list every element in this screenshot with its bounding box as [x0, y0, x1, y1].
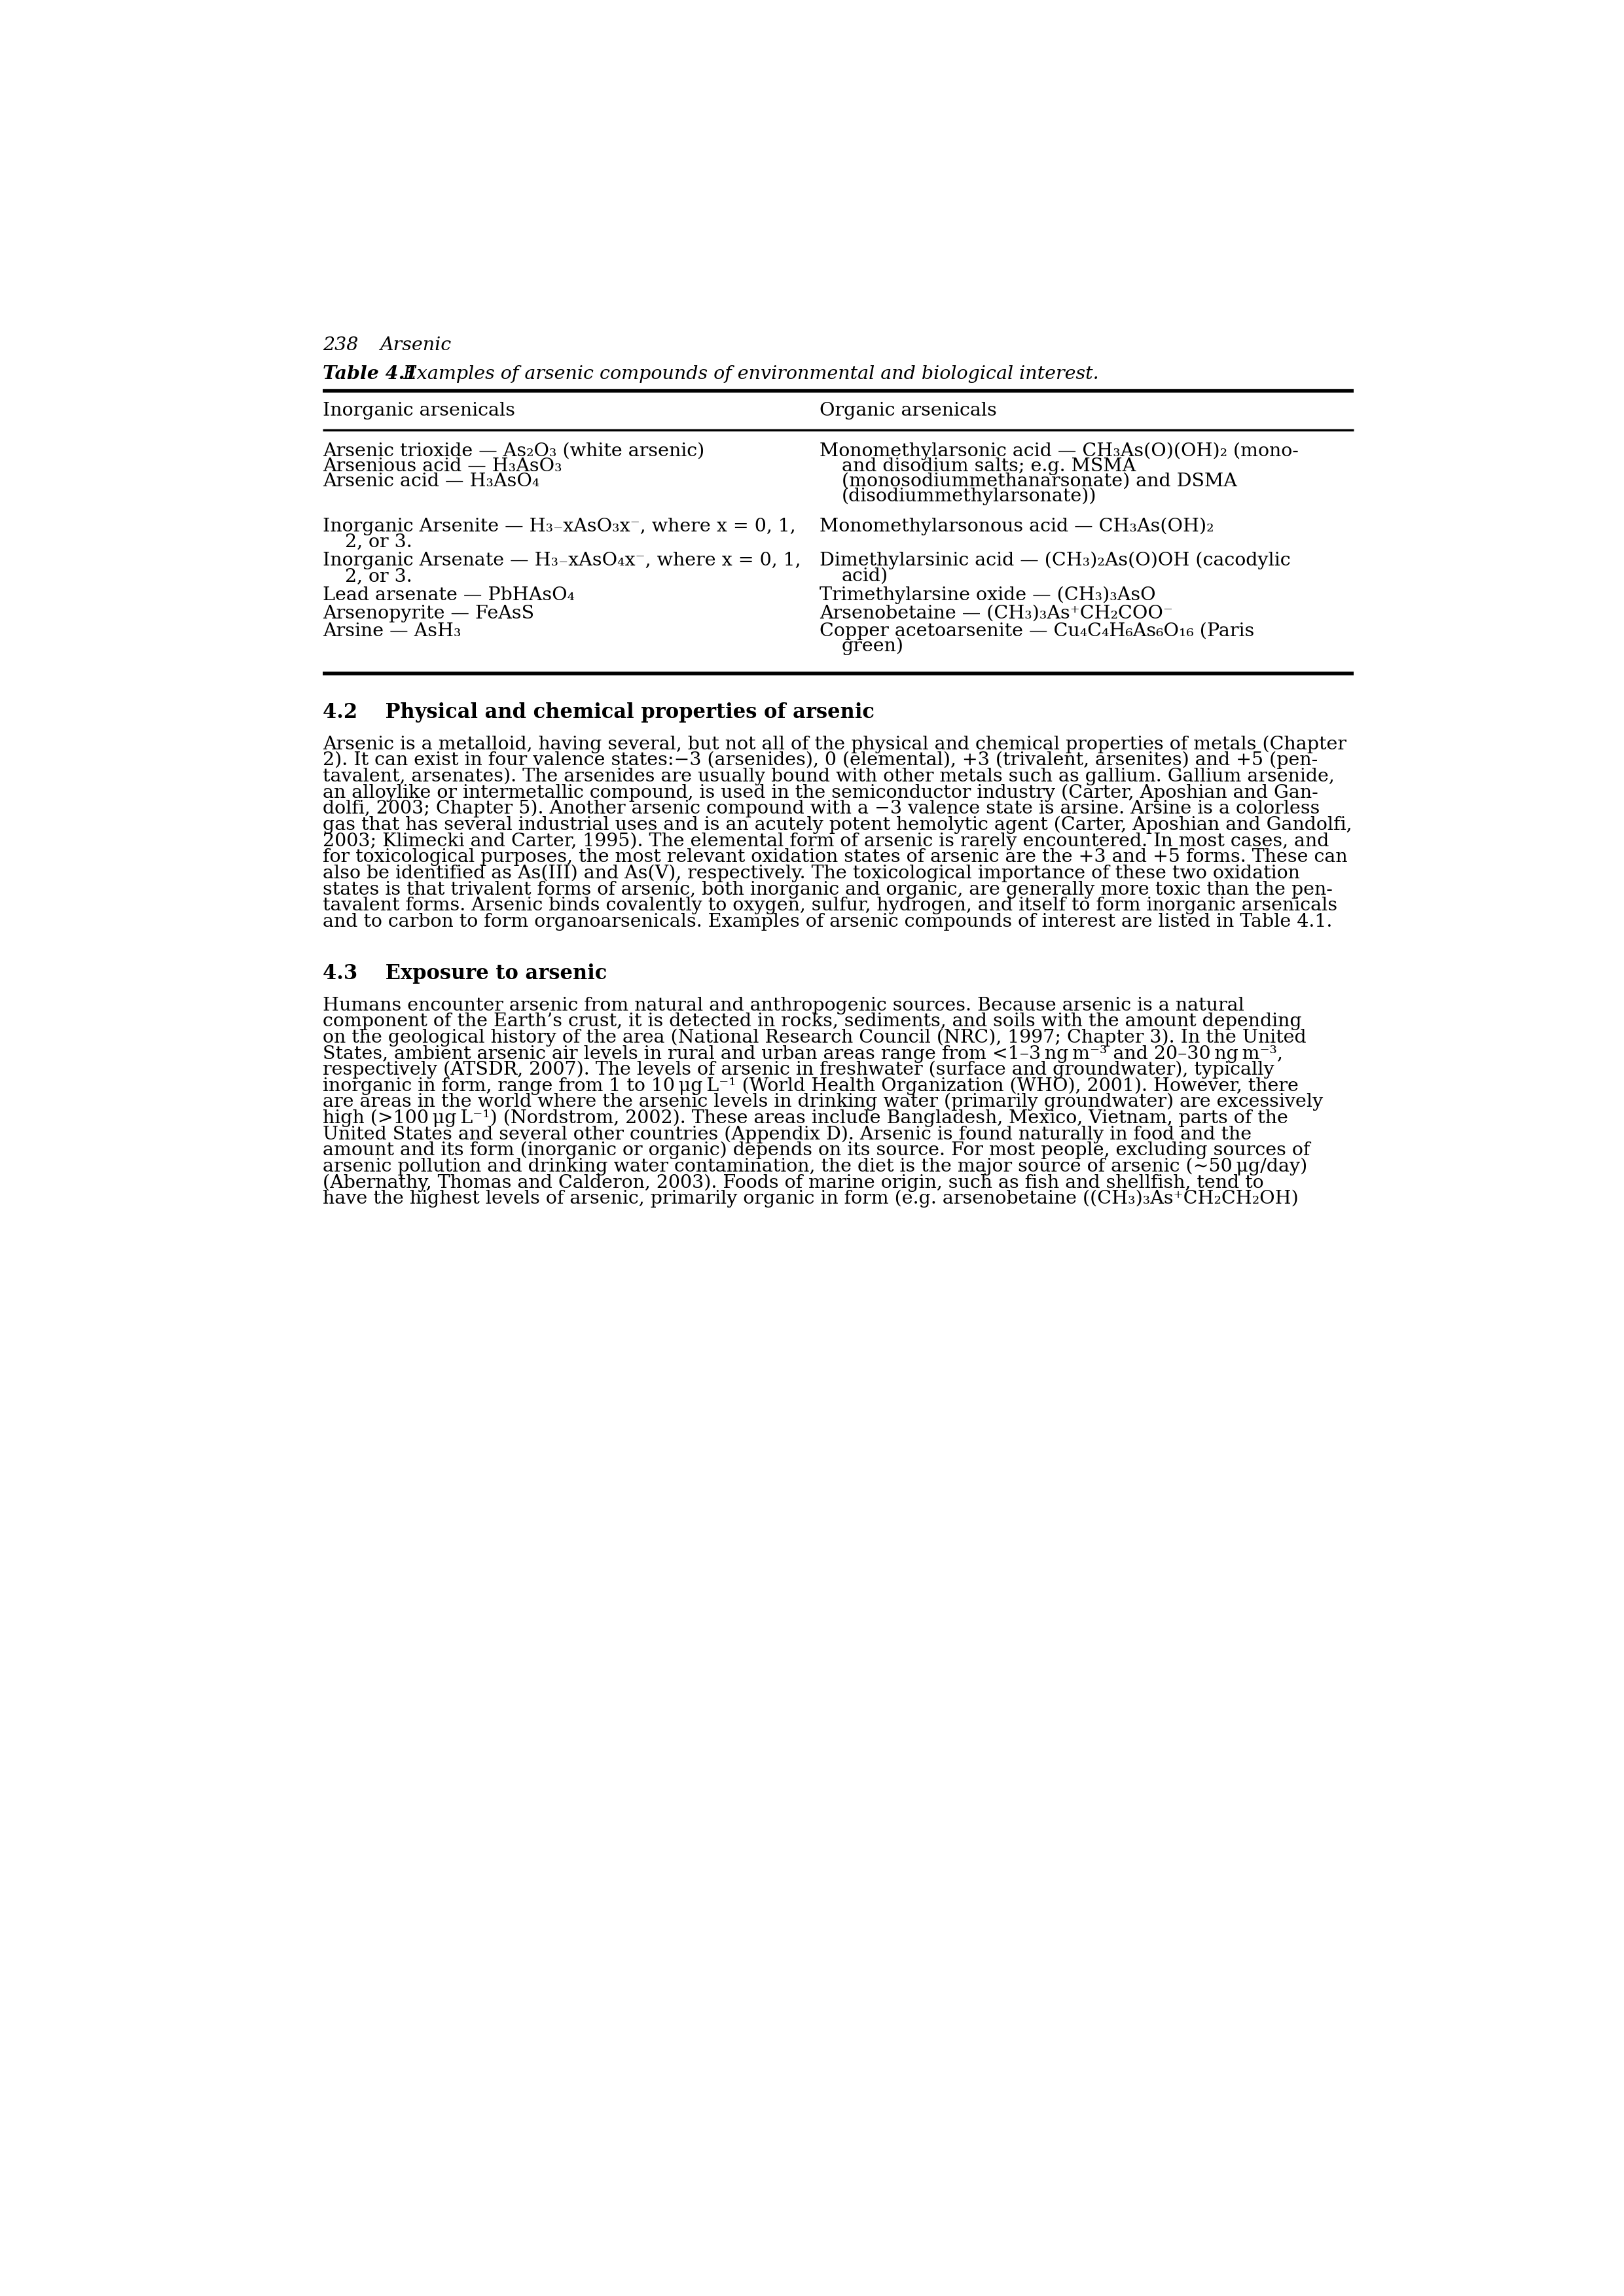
Text: Dimethylarsinic acid — (CH₃)₂As(O)OH (cacodylic: Dimethylarsinic acid — (CH₃)₂As(O)OH (ca…	[820, 551, 1291, 569]
Text: Arsenic is a metalloid, having several, but not all of the physical and chemical: Arsenic is a metalloid, having several, …	[323, 735, 1346, 753]
Text: inorganic in form, range from 1 to 10 μg L⁻¹ (World Health Organization (WHO), 2: inorganic in form, range from 1 to 10 μg…	[323, 1077, 1299, 1095]
Text: Monomethylarsonic acid — CH₃As(O)(OH)₂ (mono-: Monomethylarsonic acid — CH₃As(O)(OH)₂ (…	[820, 441, 1299, 459]
Text: respectively (ATSDR, 2007). The levels of arsenic in freshwater (surface and gro: respectively (ATSDR, 2007). The levels o…	[323, 1061, 1275, 1079]
Text: green): green)	[841, 638, 905, 654]
Text: and disodium salts; e.g. MSMA: and disodium salts; e.g. MSMA	[841, 457, 1135, 475]
Text: Copper acetoarsenite — Cu₄C₄H₆As₆O₁₆ (Paris: Copper acetoarsenite — Cu₄C₄H₆As₆O₁₆ (Pa…	[820, 622, 1254, 641]
Text: Table 4.1: Table 4.1	[323, 365, 417, 383]
Text: states is that trivalent forms of arsenic, both inorganic and organic, are gener: states is that trivalent forms of arseni…	[323, 882, 1333, 898]
Text: gas that has several industrial uses and is an acutely potent hemolytic agent (C: gas that has several industrial uses and…	[323, 815, 1353, 833]
Text: (Abernathy, Thomas and Calderon, 2003). Foods of marine origin, such as fish and: (Abernathy, Thomas and Calderon, 2003). …	[323, 1173, 1263, 1192]
Text: Monomethylarsonous acid — CH₃As(OH)₂: Monomethylarsonous acid — CH₃As(OH)₂	[820, 517, 1213, 535]
Text: Inorganic Arsenite — H₃₋xAsO₃x⁻, where x = 0, 1,: Inorganic Arsenite — H₃₋xAsO₃x⁻, where x…	[323, 519, 796, 535]
Text: Arsenic: Arsenic	[380, 335, 451, 354]
Text: Lead arsenate — PbHAsO₄: Lead arsenate — PbHAsO₄	[323, 585, 575, 604]
Text: and to carbon to form organoarsenicals. Examples of arsenic compounds of interes: and to carbon to form organoarsenicals. …	[323, 914, 1332, 930]
Text: amount and its form (inorganic or organic) depends on its source. For most peopl: amount and its form (inorganic or organi…	[323, 1141, 1311, 1159]
Text: Arsenopyrite — FeAsS: Arsenopyrite — FeAsS	[323, 604, 534, 622]
Text: United States and several other countries (Appendix D). Arsenic is found natural: United States and several other countrie…	[323, 1125, 1252, 1143]
Text: Arsenious acid — H₃AsO₃: Arsenious acid — H₃AsO₃	[323, 457, 562, 475]
Text: dolfi, 2003; Chapter 5). Another arsenic compound with a −3 valence state is ars: dolfi, 2003; Chapter 5). Another arsenic…	[323, 799, 1320, 817]
Text: acid): acid)	[841, 567, 888, 585]
Text: Organic arsenicals: Organic arsenicals	[820, 402, 997, 420]
Text: States, ambient arsenic air levels in rural and urban areas range from <1–3 ng m: States, ambient arsenic air levels in ru…	[323, 1045, 1283, 1063]
Text: tavalent, arsenates). The arsenides are usually bound with other metals such as : tavalent, arsenates). The arsenides are …	[323, 767, 1335, 785]
Text: high (>100 μg L⁻¹) (Nordstrom, 2002). These areas include Bangladesh, Mexico, Vi: high (>100 μg L⁻¹) (Nordstrom, 2002). Th…	[323, 1109, 1288, 1127]
Text: 2, or 3.: 2, or 3.	[344, 567, 412, 585]
Text: Arsenic acid — H₃AsO₄: Arsenic acid — H₃AsO₄	[323, 473, 539, 489]
Text: component of the Earth’s crust, it is detected in rocks, sediments, and soils wi: component of the Earth’s crust, it is de…	[323, 1013, 1302, 1031]
Text: are areas in the world where the arsenic levels in drinking water (primarily gro: are areas in the world where the arsenic…	[323, 1093, 1324, 1111]
Text: 2, or 3.: 2, or 3.	[344, 533, 412, 551]
Text: Humans encounter arsenic from natural and anthropogenic sources. Because arsenic: Humans encounter arsenic from natural an…	[323, 996, 1244, 1015]
Text: also be identified as As(III) and As(V), respectively. The toxicological importa: also be identified as As(III) and As(V),…	[323, 863, 1299, 882]
Text: 2). It can exist in four valence states:−3 (arsenides), 0 (elemental), +3 (triva: 2). It can exist in four valence states:…	[323, 751, 1317, 769]
Text: arsenic pollution and drinking water contamination, the diet is the major source: arsenic pollution and drinking water con…	[323, 1157, 1307, 1176]
Text: Trimethylarsine oxide — (CH₃)₃AsO: Trimethylarsine oxide — (CH₃)₃AsO	[820, 585, 1156, 604]
Text: (disodiummethylarsonate)): (disodiummethylarsonate))	[841, 487, 1096, 505]
Text: Arsenic trioxide — As₂O₃ (white arsenic): Arsenic trioxide — As₂O₃ (white arsenic)	[323, 443, 705, 459]
Text: 4.3    Exposure to arsenic: 4.3 Exposure to arsenic	[323, 964, 607, 983]
Text: Inorganic Arsenate — H₃₋xAsO₄x⁻, where x = 0, 1,: Inorganic Arsenate — H₃₋xAsO₄x⁻, where x…	[323, 551, 801, 569]
Text: 238: 238	[323, 335, 359, 354]
Text: an alloylike or intermetallic compound, is used in the semiconductor industry (C: an alloylike or intermetallic compound, …	[323, 783, 1319, 801]
Text: 4.2    Physical and chemical properties of arsenic: 4.2 Physical and chemical properties of …	[323, 703, 875, 723]
Text: Arsine — AsH₃: Arsine — AsH₃	[323, 622, 461, 641]
Text: Examples of arsenic compounds of environmental and biological interest.: Examples of arsenic compounds of environ…	[391, 365, 1098, 383]
Text: Inorganic arsenicals: Inorganic arsenicals	[323, 402, 515, 420]
Text: have the highest levels of arsenic, primarily organic in form (e.g. arsenobetain: have the highest levels of arsenic, prim…	[323, 1189, 1299, 1208]
Text: tavalent forms. Arsenic binds covalently to oxygen, sulfur, hydrogen, and itself: tavalent forms. Arsenic binds covalently…	[323, 898, 1338, 914]
Text: (monosodiummethanarsonate) and DSMA: (monosodiummethanarsonate) and DSMA	[841, 473, 1237, 489]
Text: 2003; Klimecki and Carter, 1995). The elemental form of arsenic is rarely encoun: 2003; Klimecki and Carter, 1995). The el…	[323, 831, 1328, 850]
Text: for toxicological purposes, the most relevant oxidation states of arsenic are th: for toxicological purposes, the most rel…	[323, 850, 1348, 866]
Text: on the geological history of the area (National Research Council (NRC), 1997; Ch: on the geological history of the area (N…	[323, 1029, 1306, 1047]
Text: Arsenobetaine — (CH₃)₃As⁺CH₂COO⁻: Arsenobetaine — (CH₃)₃As⁺CH₂COO⁻	[820, 604, 1173, 622]
